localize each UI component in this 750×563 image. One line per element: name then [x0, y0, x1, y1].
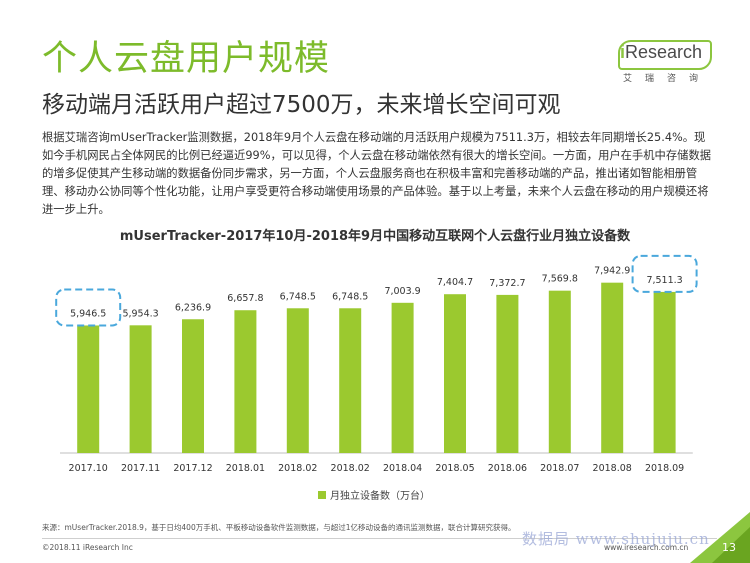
- page-number: 13: [722, 541, 736, 554]
- x-tick-label-7: 2018.05: [435, 463, 474, 474]
- website-text: www.iresearch.com.cn: [604, 543, 689, 552]
- logo-name: Research: [625, 42, 703, 62]
- x-tick-label-1: 2017.11: [121, 463, 160, 474]
- bar-7: [444, 294, 466, 453]
- watermark-text: 数据局 www.shujuju.cn: [522, 530, 710, 548]
- data-label-0: 5,946.5: [70, 308, 106, 319]
- x-tick-label-9: 2018.07: [540, 463, 579, 474]
- summary-paragraph: 根据艾瑞咨询mUserTracker监测数据，2018年9月个人云盘在移动端的月…: [42, 131, 712, 216]
- x-tick-label-5: 2018.02: [331, 463, 370, 474]
- data-label-4: 6,748.5: [280, 291, 316, 302]
- bar-11: [653, 291, 676, 453]
- legend-label: 月独立设备数（万台）: [330, 491, 430, 502]
- bar-5: [339, 308, 362, 453]
- bar-0: [77, 325, 100, 453]
- bar-3: [234, 310, 257, 453]
- x-tick-label-6: 2018.04: [383, 463, 422, 474]
- data-label-11: 7,511.3: [646, 275, 682, 286]
- data-label-1: 5,954.3: [122, 308, 158, 319]
- bar-4: [286, 308, 309, 453]
- data-label-5: 6,748.5: [332, 291, 368, 302]
- x-tick-label-4: 2018.02: [278, 463, 317, 474]
- highlight-box-11: [631, 254, 698, 293]
- logo-chinese-name: 艾瑞咨询: [623, 74, 712, 84]
- bar-2: [182, 319, 204, 453]
- bar-6: [391, 302, 414, 453]
- legend-swatch: [318, 490, 326, 499]
- copyright-text: ©2018.11 iResearch Inc: [42, 543, 133, 552]
- logo-frame: [618, 40, 712, 70]
- footer-divider: [42, 538, 717, 539]
- iresearch-logo: iResearch 艾瑞咨询: [618, 40, 714, 86]
- chart-legend: 月独立设备数（万台）: [318, 487, 430, 502]
- data-label-3: 6,657.8: [227, 293, 263, 304]
- page-subtitle: 移动端月活跃用户超过7500万，未来增长空间可观: [42, 92, 561, 118]
- data-label-9: 7,569.8: [542, 274, 578, 285]
- bar-9: [548, 290, 571, 453]
- source-note: 来源：mUserTracker.2018.9，基于日均400万手机、平板移动设备…: [42, 523, 516, 532]
- logo-prefix: i: [620, 42, 626, 62]
- logo-wordmark: iResearch: [620, 42, 702, 63]
- chart-title: mUserTracker-2017年10月-2018年9月中国移动互联网个人云盘…: [119, 229, 631, 244]
- data-label-2: 6,236.9: [175, 302, 211, 313]
- highlight-box-0: [55, 288, 122, 327]
- data-label-7: 7,404.7: [437, 277, 473, 288]
- page-title: 个人云盘用户规模: [42, 39, 331, 79]
- data-label-6: 7,003.9: [384, 286, 420, 297]
- x-tick-label-2: 2017.12: [173, 463, 212, 474]
- data-label-8: 7,372.7: [489, 278, 525, 289]
- x-tick-label-10: 2018.08: [593, 463, 632, 474]
- x-tick-label-0: 2017.10: [69, 463, 108, 474]
- bar-8: [496, 294, 519, 453]
- bar-1: [129, 325, 152, 453]
- x-tick-label-3: 2018.01: [226, 463, 265, 474]
- x-tick-label-11: 2018.09: [645, 463, 684, 474]
- data-label-10: 7,942.9: [594, 266, 630, 277]
- x-tick-label-8: 2018.06: [488, 463, 527, 474]
- bar-10: [601, 282, 624, 453]
